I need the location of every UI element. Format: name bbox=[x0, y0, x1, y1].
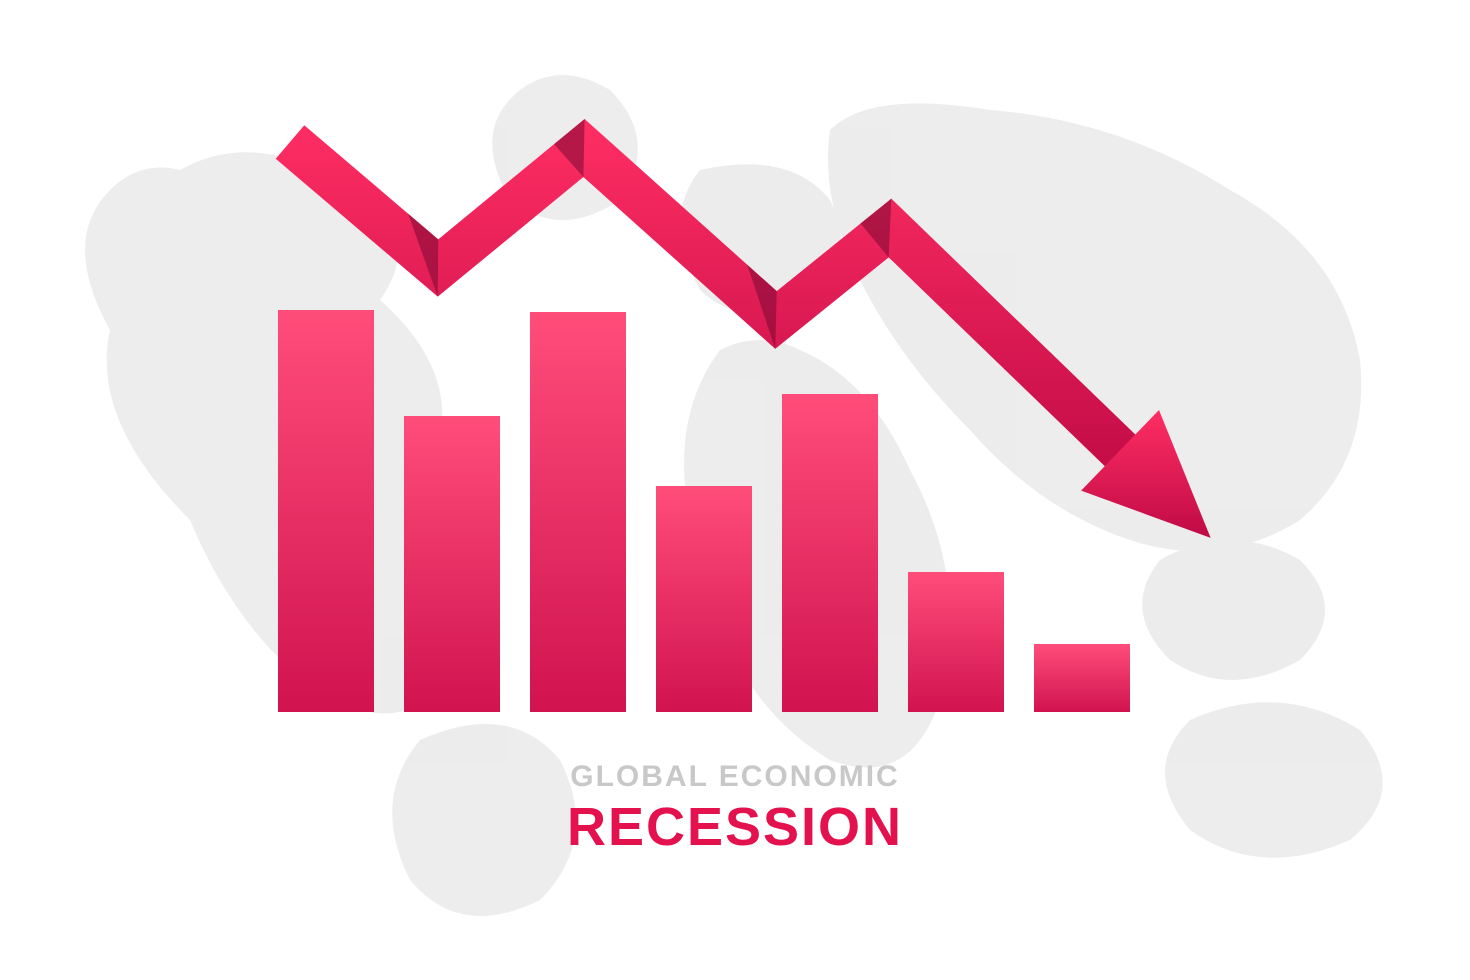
caption: GLOBAL ECONOMIC RECESSION bbox=[0, 760, 1470, 854]
bar-4 bbox=[656, 486, 752, 712]
bar-5 bbox=[782, 394, 878, 712]
bar-1 bbox=[278, 310, 374, 712]
bar-6 bbox=[908, 572, 1004, 712]
bar-7 bbox=[1034, 644, 1130, 712]
bar-2 bbox=[404, 416, 500, 712]
caption-line1: GLOBAL ECONOMIC bbox=[0, 760, 1470, 794]
bar-3 bbox=[530, 312, 626, 712]
caption-line2: RECESSION bbox=[0, 800, 1470, 854]
